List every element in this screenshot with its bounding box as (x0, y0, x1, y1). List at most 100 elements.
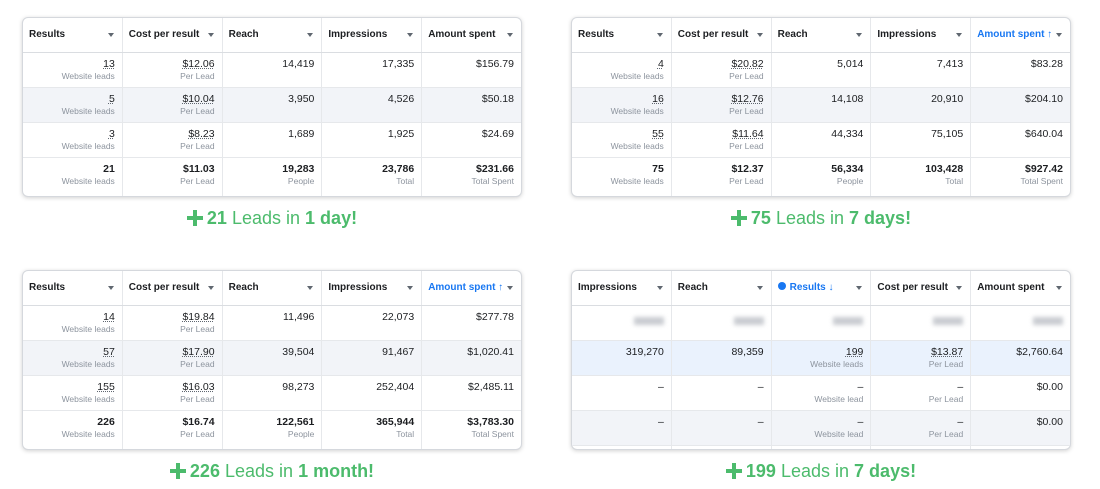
dropdown-caret[interactable] (207, 33, 214, 37)
cell-value: 11,496 (283, 311, 315, 323)
cell-sublabel: Website leads (810, 359, 864, 369)
cell-value[interactable]: $12.06 (182, 58, 215, 70)
cell-value: $50.18 (481, 93, 514, 105)
dropdown-caret[interactable] (756, 286, 763, 290)
cell-sublabel: People (287, 429, 315, 439)
column-header[interactable]: Impressions (322, 18, 423, 52)
cell-sublabel: Website leads (61, 359, 115, 369)
column-header[interactable]: Reach (772, 18, 872, 52)
cell-value[interactable]: $13.87 (931, 346, 964, 358)
column-header[interactable]: Results (572, 18, 672, 52)
plus-icon (725, 463, 742, 479)
cell-value[interactable]: 155 (97, 381, 115, 393)
cell-value[interactable]: $10.04 (182, 93, 215, 105)
column-header[interactable]: Results ↓ (772, 271, 872, 305)
dropdown-caret[interactable] (307, 286, 314, 290)
column-header[interactable]: Results (23, 18, 123, 52)
dropdown-caret[interactable] (407, 33, 414, 37)
cell-value[interactable]: $11.64 (732, 128, 764, 140)
cell-value[interactable]: $16.03 (182, 381, 215, 393)
column-header[interactable]: Cost per result (871, 271, 972, 305)
column-header[interactable]: Amount spent ↑ (971, 18, 1070, 52)
dropdown-caret[interactable] (506, 286, 513, 290)
column-header[interactable]: Impressions (322, 271, 423, 305)
dropdown-caret[interactable] (956, 33, 963, 37)
dropdown-caret[interactable] (656, 33, 663, 37)
dropdown-caret[interactable] (107, 33, 114, 37)
column-header[interactable]: Cost per result (672, 18, 772, 52)
table-cell: 4 Website leads (572, 53, 672, 87)
cell-value: 17,335 (382, 58, 415, 70)
cell-value: 5,014 (837, 58, 864, 70)
cell-value[interactable]: 14 (103, 311, 115, 323)
blurred-cell (971, 306, 1070, 340)
cell-value[interactable]: 5 (108, 93, 115, 105)
cell-value: 14,419 (282, 58, 315, 70)
dropdown-caret[interactable] (1055, 33, 1062, 37)
cell-value[interactable]: 16 (652, 93, 664, 105)
results-table: Results Cost per result Reach Impressions Am… (22, 270, 522, 450)
table-row: 14 Website leads $19.84 Per Lead 11,496 22,07… (23, 306, 521, 341)
cell-value: $156.79 (476, 58, 514, 70)
results-table: Results Cost per result Reach Impressions Am… (571, 17, 1071, 197)
cell-sublabel: Website leads (610, 176, 664, 186)
cell-value: – (857, 381, 864, 393)
cell-value[interactable]: 13 (103, 58, 115, 70)
caption-period: 1 day! (305, 208, 358, 228)
dropdown-caret[interactable] (856, 33, 863, 37)
column-header[interactable]: Reach (223, 271, 323, 305)
cell-value[interactable]: 57 (103, 346, 115, 358)
cell-value: – (757, 416, 764, 428)
column-header[interactable]: Impressions (572, 271, 672, 305)
dropdown-caret[interactable] (506, 33, 513, 37)
cell-value[interactable]: $8.23 (188, 128, 215, 140)
table-cell: $2,485.11 (422, 376, 521, 410)
table-row: 5 Website leads $10.04 Per Lead 3,950 4,526 $5… (23, 88, 521, 123)
cell-value[interactable]: $12.76 (731, 93, 764, 105)
table-cell: – Per Lead (871, 411, 972, 445)
table-row: 226 Website leads $16.74 Per Lead 122,561 Peo… (23, 411, 521, 449)
cell-sublabel: People (287, 176, 315, 186)
dropdown-caret[interactable] (956, 286, 963, 290)
dropdown-caret[interactable] (207, 286, 214, 290)
cell-sublabel: Website leads (61, 141, 115, 151)
dropdown-caret[interactable] (1055, 286, 1062, 290)
cell-value: – (957, 416, 964, 428)
dropdown-caret[interactable] (756, 33, 763, 37)
table-cell: 39,504 (223, 341, 323, 375)
column-header[interactable]: Results (23, 271, 123, 305)
column-header[interactable]: Amount spent (971, 271, 1070, 305)
column-header[interactable]: Impressions (871, 18, 972, 52)
cell-value: 39,504 (282, 346, 315, 358)
table-cell: $231.66 Total Spent (422, 158, 521, 196)
dropdown-caret[interactable] (856, 286, 863, 290)
dropdown-caret[interactable] (307, 33, 314, 37)
blurred-text (633, 317, 664, 325)
cell-value[interactable]: $20.82 (731, 58, 764, 70)
table-cell: 14 Website leads (23, 306, 123, 340)
column-header[interactable]: Amount spent (422, 18, 521, 52)
cell-value: $0.00 (1036, 416, 1063, 428)
table-cell: $16.74 Per Lead (123, 411, 223, 449)
blurred-row (572, 306, 1070, 341)
blurred-text (933, 317, 964, 325)
cell-value[interactable]: 199 (845, 346, 864, 358)
column-header[interactable]: Cost per result (123, 271, 223, 305)
cell-value[interactable]: $19.84 (182, 311, 215, 323)
column-header[interactable]: Reach (223, 18, 323, 52)
column-header[interactable]: Cost per result (123, 18, 223, 52)
column-header[interactable]: Reach (672, 271, 772, 305)
table-cell: $277.78 (422, 306, 521, 340)
cell-value[interactable]: $17.90 (182, 346, 215, 358)
table-cell: – (772, 446, 872, 449)
column-header[interactable]: Amount spent ↑ (422, 271, 521, 305)
table-cell: 3 Website leads (23, 123, 123, 157)
cell-sublabel: Per Lead (729, 71, 764, 81)
cell-value[interactable]: 3 (108, 128, 115, 140)
dropdown-caret[interactable] (107, 286, 114, 290)
cell-value[interactable]: 4 (657, 58, 664, 70)
dropdown-caret[interactable] (656, 286, 663, 290)
dropdown-caret[interactable] (407, 286, 414, 290)
cell-value[interactable]: 55 (652, 128, 664, 140)
cell-value: $2,485.11 (468, 381, 514, 393)
